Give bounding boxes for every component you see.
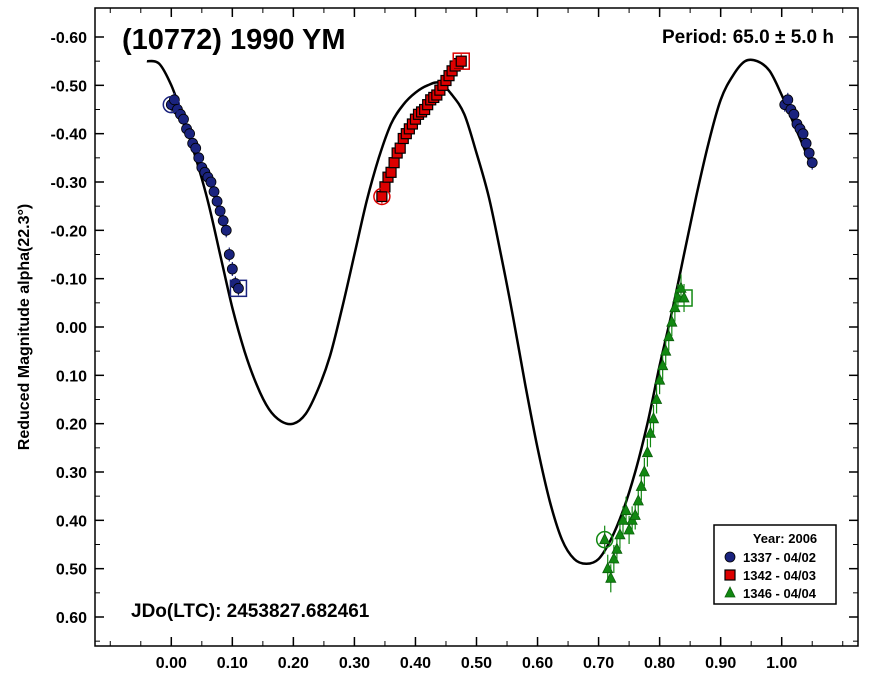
data-point: [782, 94, 794, 106]
data-point: [641, 445, 654, 458]
data-point: [184, 128, 196, 140]
data-point: [797, 128, 809, 140]
data-point: [233, 282, 244, 294]
fit-curve: [146, 58, 814, 566]
chart-title: (10772) 1990 YM: [122, 24, 346, 56]
x-tick-label: 0.70: [583, 655, 614, 672]
y-tick-label: 0.00: [56, 320, 87, 337]
x-tick-label: 1.00: [766, 655, 797, 672]
y-tick-label: 0.10: [56, 368, 87, 385]
data-point: [806, 157, 818, 169]
data-point: [214, 205, 226, 217]
legend-entry-label: 1346 - 04/04: [743, 586, 817, 601]
y-tick-label: -0.30: [51, 175, 88, 192]
y-tick-label: 0.50: [56, 562, 87, 579]
legend-marker: [724, 551, 736, 563]
x-tick-label: 0.30: [339, 655, 370, 672]
x-tick-label: 0.00: [156, 655, 187, 672]
x-axis: 0.00 0.10 0.20 0.30 0.40 0.50 0.60 0.70 0.80 0.90…: [109, 8, 844, 672]
series-end-marker: [675, 289, 693, 307]
x-tick-label: 0.90: [705, 655, 736, 672]
y-axis: -0.60 -0.50 -0.40 -0.30 -0.20 -0.10 0.00 0.10 0.…: [51, 30, 858, 642]
data-point: [208, 186, 220, 198]
data-point: [599, 532, 611, 545]
data-point: [455, 55, 467, 67]
x-tick-label: 0.80: [644, 655, 675, 672]
series-start-marker: [162, 95, 181, 114]
y-tick-label: -0.60: [51, 30, 88, 47]
data-point: [650, 392, 663, 404]
data-point: [211, 195, 223, 207]
x-tick-label: 0.10: [217, 655, 248, 672]
y-tick-label: -0.40: [51, 127, 88, 144]
x-tick-label: 0.40: [400, 655, 431, 672]
x-tick-label: 0.20: [278, 655, 309, 672]
data-point: [605, 571, 617, 583]
data-point: [190, 142, 202, 154]
y-tick-label: 0.40: [56, 513, 87, 530]
data-point: [205, 176, 217, 188]
x-tick-label: 0.60: [522, 655, 553, 672]
series-start-marker: [595, 530, 614, 549]
series-end-marker: [229, 279, 248, 298]
jdo-label: JDo(LTC): 2453827.682461: [131, 601, 370, 622]
data-point: [638, 465, 651, 477]
data-point: [178, 113, 189, 125]
y-tick-label: 0.20: [56, 417, 87, 434]
data-point: [800, 137, 812, 149]
legend-marker: [724, 569, 736, 581]
data-point: [193, 152, 205, 164]
data-points: [162, 52, 818, 593]
data-point: [788, 108, 800, 120]
x-tick-label: 0.50: [461, 655, 492, 672]
data-point: [678, 291, 690, 303]
data-point: [620, 503, 632, 516]
data-point: [223, 249, 235, 260]
series-end-marker: [452, 52, 470, 70]
series-start-marker: [373, 187, 391, 206]
fit-curve-line: [146, 58, 814, 566]
legend: Year: 2006 1337 - 04/02 1342 - 04/03 1346 …: [713, 524, 837, 605]
data-point: [226, 263, 238, 275]
data-point: [647, 411, 660, 424]
y-tick-label: -0.20: [51, 223, 88, 240]
y-axis-label: Reduced Magnitude alpha(22.3°): [16, 204, 33, 450]
y-tick-label: 0.60: [56, 610, 87, 627]
period-label: Period: 65.0 ± 5.0 h: [662, 27, 834, 48]
legend-title: Year: 2006: [753, 531, 817, 546]
y-tick-label: 0.30: [56, 465, 87, 482]
data-point: [220, 224, 232, 236]
y-tick-label: -0.50: [51, 78, 88, 95]
y-tick-label: -0.10: [51, 272, 88, 289]
legend-entry-label: 1337 - 04/02: [743, 550, 816, 565]
legend-box: [713, 524, 837, 605]
data-point: [803, 147, 815, 159]
data-point: [217, 215, 229, 227]
legend-entry-label: 1342 - 04/03: [743, 568, 816, 583]
legend-marker: [724, 586, 736, 598]
